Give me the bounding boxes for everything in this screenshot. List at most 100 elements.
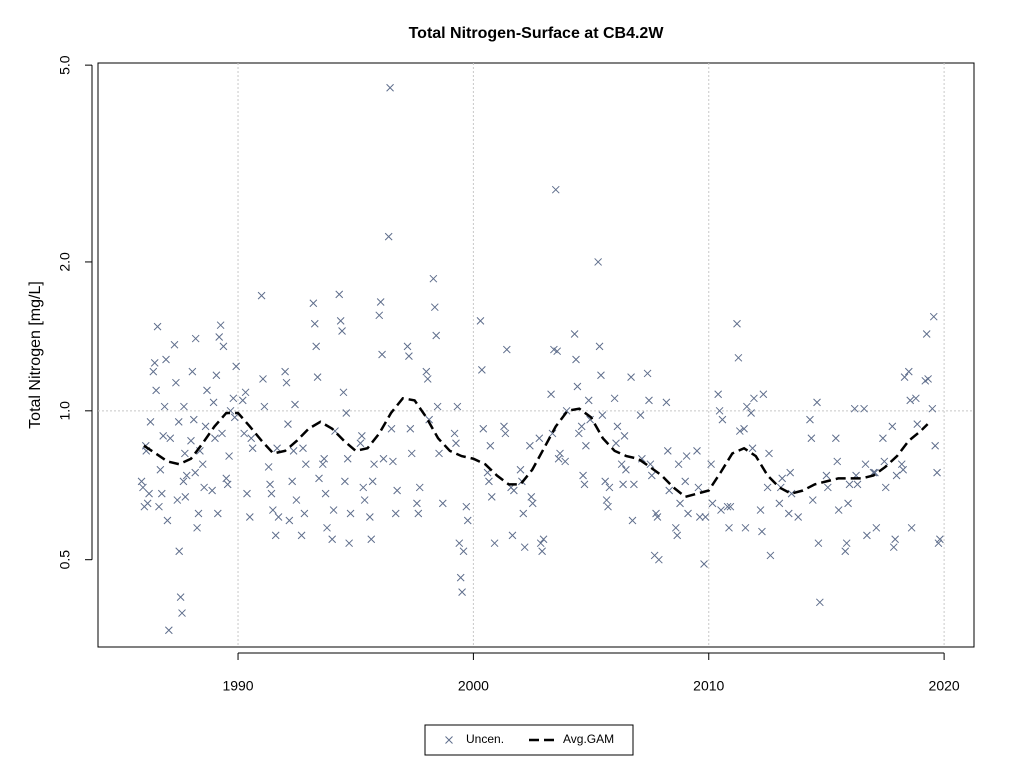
point: [681, 477, 690, 486]
point: [312, 342, 321, 351]
point: [422, 367, 431, 376]
x-tick-label: 1990: [222, 678, 253, 694]
point: [266, 480, 274, 489]
point: [574, 429, 583, 438]
point: [613, 422, 622, 431]
point: [904, 367, 913, 376]
point: [547, 390, 555, 399]
point: [313, 373, 322, 381]
point: [149, 367, 158, 376]
point: [891, 535, 900, 544]
point: [673, 531, 682, 540]
point: [536, 539, 545, 548]
point: [665, 486, 674, 495]
point: [476, 317, 485, 325]
point: [775, 499, 784, 508]
point: [403, 342, 412, 351]
point: [292, 496, 301, 504]
point: [243, 489, 251, 498]
point: [384, 232, 393, 241]
point: [241, 388, 250, 397]
point: [200, 483, 208, 492]
point: [368, 477, 377, 486]
point: [160, 402, 169, 411]
point: [407, 449, 416, 458]
point: [900, 373, 909, 381]
point: [321, 489, 330, 498]
point: [933, 468, 941, 477]
point: [215, 333, 224, 341]
legend-label: Uncen.: [466, 732, 504, 746]
point: [328, 535, 337, 544]
gam-line: [143, 396, 929, 499]
point: [188, 367, 197, 376]
point: [907, 523, 916, 532]
point: [156, 465, 165, 474]
point: [750, 394, 758, 403]
point: [438, 499, 447, 508]
point: [194, 509, 203, 518]
point: [189, 415, 198, 424]
point: [163, 516, 172, 525]
chart-title: Total Nitrogen-Surface at CB4.2W: [409, 25, 665, 42]
point: [553, 347, 562, 356]
point: [338, 327, 346, 335]
point: [897, 460, 906, 469]
point: [778, 474, 787, 483]
point: [238, 396, 247, 405]
point: [240, 429, 249, 438]
point: [430, 303, 439, 312]
point: [225, 452, 233, 460]
point: [627, 373, 635, 381]
point: [735, 427, 744, 435]
point: [601, 477, 610, 486]
point: [612, 439, 620, 448]
point: [931, 441, 940, 450]
point: [274, 513, 283, 521]
point: [336, 317, 345, 325]
point: [365, 513, 374, 521]
point: [357, 431, 366, 440]
point: [179, 477, 188, 486]
point: [170, 340, 179, 349]
point: [180, 449, 189, 458]
point: [701, 513, 710, 521]
point: [191, 468, 200, 477]
point: [379, 454, 388, 463]
point: [674, 460, 683, 469]
point: [341, 477, 349, 486]
point: [153, 322, 162, 331]
point: [718, 415, 727, 424]
point: [913, 420, 922, 428]
x-tick-label: 2010: [693, 678, 724, 694]
point: [343, 454, 352, 463]
point: [182, 471, 191, 480]
point: [502, 345, 511, 354]
point: [203, 386, 211, 395]
point: [714, 390, 723, 399]
point: [391, 509, 400, 518]
point: [370, 460, 378, 469]
point: [150, 359, 159, 367]
point: [726, 502, 735, 511]
point: [671, 523, 680, 532]
point: [850, 404, 859, 413]
point: [267, 489, 276, 498]
point: [300, 509, 309, 518]
legend-label: Avg.GAM: [563, 732, 614, 746]
point: [425, 415, 434, 424]
point: [605, 483, 614, 492]
point: [822, 471, 831, 480]
point: [841, 547, 850, 556]
point: [393, 486, 401, 495]
point: [339, 388, 348, 397]
point: [881, 483, 890, 492]
point: [159, 431, 168, 440]
point: [174, 417, 183, 426]
point: [423, 375, 432, 383]
point: [787, 489, 796, 498]
point: [429, 274, 438, 283]
point: [538, 547, 546, 556]
point: [201, 422, 210, 431]
